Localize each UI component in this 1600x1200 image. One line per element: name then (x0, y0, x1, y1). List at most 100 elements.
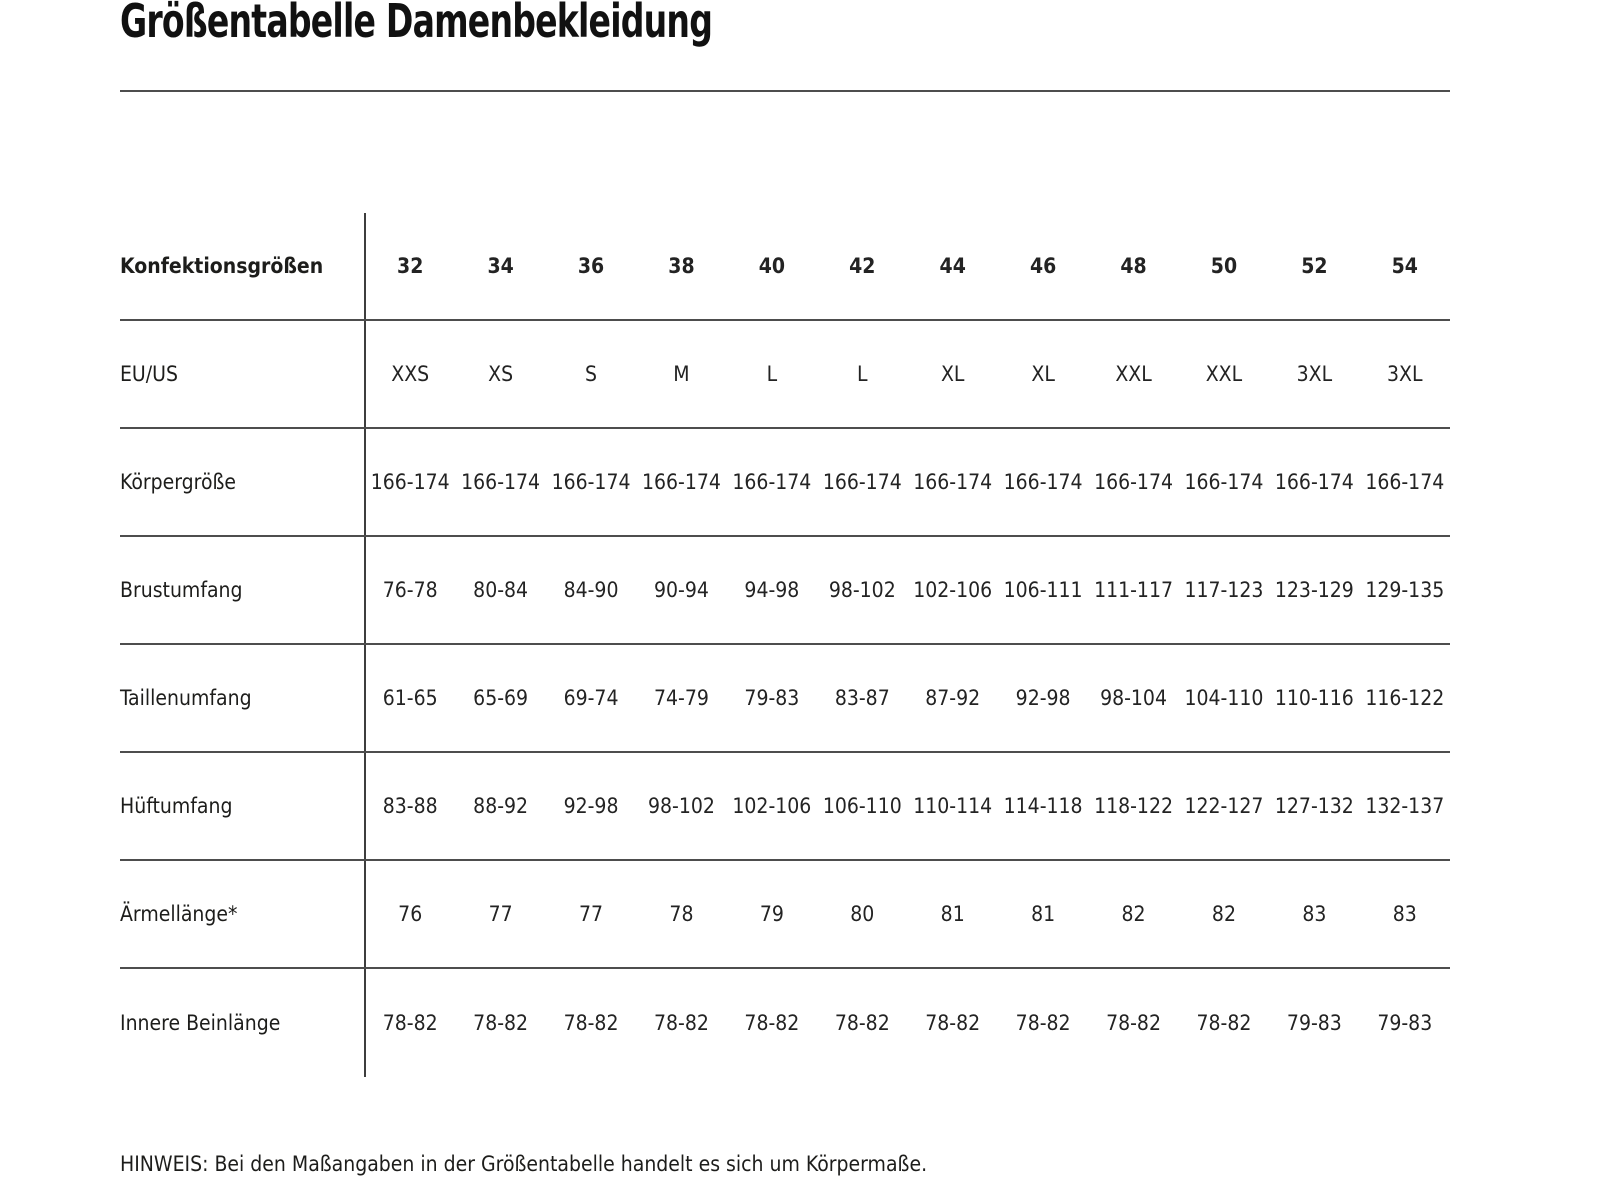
table-cell: 78-82 (1015, 1011, 1071, 1035)
table-cell: 166-174 (641, 470, 721, 494)
table-cell: 166-174 (551, 470, 631, 494)
table-cell: 78-82 (925, 1011, 981, 1035)
table-cell: XXS (391, 362, 430, 386)
table-cell: XL (1031, 362, 1055, 386)
table-cell: 76 (398, 902, 423, 926)
table-cell: 94-98 (744, 578, 800, 602)
table-cell: 166-174 (822, 470, 902, 494)
table-cell: 34 (487, 254, 514, 278)
table-cell: 74-79 (654, 686, 709, 710)
table-cell: 78-82 (1196, 1011, 1252, 1035)
table-cell: 79-83 (744, 686, 800, 710)
table-cell: 32 (397, 254, 424, 278)
table-cell: 166-174 (1274, 470, 1354, 494)
table-cell: 83 (1302, 902, 1327, 926)
table-cell: 77 (579, 902, 604, 926)
table-cell: 44 (939, 254, 966, 278)
table-cell: 166-174 (1365, 470, 1445, 494)
table-cell: 116-122 (1365, 686, 1445, 710)
table-cell: 46 (1029, 254, 1057, 278)
table-cell: 40 (758, 254, 786, 278)
table-cell: 3XL (1387, 362, 1423, 386)
table-cell: 54 (1391, 254, 1418, 278)
table-row-brustumfang: Brustumfang 76-78 80-84 84-90 90-94 94-9… (120, 537, 1450, 645)
table-cell: 166-174 (732, 470, 812, 494)
table-cell: 92-98 (1015, 686, 1071, 710)
table-cell: 52 (1301, 254, 1328, 278)
table-cell: 106-110 (822, 794, 902, 818)
table-cell: L (766, 362, 778, 386)
table-cell: 83 (1392, 902, 1417, 926)
table-cell: 102-106 (732, 794, 812, 818)
table-cell: 78-82 (382, 1011, 438, 1035)
table-cell: 36 (577, 254, 605, 278)
row-label: Taillenumfang (120, 686, 252, 710)
table-cell: 87-92 (925, 686, 981, 710)
table-cell: 88-92 (473, 794, 529, 818)
table-cell: 84-90 (563, 578, 619, 602)
table-cell: 110-116 (1274, 686, 1354, 710)
table-cell: L (857, 362, 868, 386)
table-row-aermellaenge: Ärmellänge* 76 77 77 78 79 80 81 81 82 8… (120, 861, 1450, 969)
row-label: EU/US (120, 362, 178, 386)
table-cell: 166-174 (913, 470, 993, 494)
table-cell: 92-98 (563, 794, 619, 818)
table-cell: 80-84 (473, 578, 529, 602)
table-row-koerpergroesse: Körpergröße 166-174 166-174 166-174 166-… (120, 429, 1450, 537)
table-cell: 98-102 (828, 578, 896, 602)
table-cell: M (673, 362, 690, 386)
table-cell: 110-114 (913, 794, 993, 818)
table-cell: 79-83 (1286, 1011, 1342, 1035)
table-cell: 82 (1121, 902, 1146, 926)
table-cell: XXL (1115, 362, 1152, 386)
table-cell: 83-88 (382, 794, 438, 818)
table-cell: 76-78 (382, 578, 438, 602)
table-cell: 3XL (1296, 362, 1333, 386)
table-cell: 61-65 (382, 686, 438, 710)
table-cell: S (585, 362, 598, 386)
table-cell: 98-104 (1100, 686, 1167, 710)
table-cell: 166-174 (1184, 470, 1264, 494)
table-cell: 166-174 (370, 470, 450, 494)
row-label: Ärmellänge* (120, 902, 238, 926)
table-cell: XXL (1205, 362, 1243, 386)
table-cell: XS (488, 362, 514, 386)
table-cell: XL (940, 362, 965, 386)
table-cell: 83-87 (834, 686, 890, 710)
table-cell: 77 (488, 902, 513, 926)
table-cell: 102-106 (913, 578, 993, 602)
page-title: Größentabelle Damenbekleidung (120, 0, 713, 48)
table-cell: 78-82 (744, 1011, 800, 1035)
table-cell: 38 (668, 254, 695, 278)
table-cell: 65-69 (473, 686, 529, 710)
table-cell: 166-174 (461, 470, 541, 494)
table-cell: 80 (850, 902, 875, 926)
table-row-konfektionsgroessen: Konfektionsgrößen 32 34 36 38 40 42 44 4… (120, 213, 1450, 321)
table-cell: 122-127 (1184, 794, 1264, 818)
title-divider (120, 90, 1450, 92)
row-label: Brustumfang (120, 578, 243, 602)
table-cell: 129-135 (1365, 578, 1445, 602)
row-label: Konfektionsgrößen (120, 254, 324, 278)
table-cell: 78 (669, 902, 694, 926)
row-label: Innere Beinlänge (120, 1011, 281, 1035)
table-row-taillenumfang: Taillenumfang 61-65 65-69 69-74 74-79 79… (120, 645, 1450, 753)
table-cell: 78-82 (563, 1011, 619, 1035)
table-cell: 50 (1210, 254, 1238, 278)
table-cell: 82 (1211, 902, 1236, 926)
table-cell: 132-137 (1365, 794, 1445, 818)
table-cell: 81 (940, 902, 965, 926)
table-row-eu-us: EU/US XXS XS S M L L XL XL XXL XXL 3XL 3… (120, 321, 1450, 429)
label-column-divider (364, 213, 366, 1077)
table-cell: 78-82 (654, 1011, 709, 1035)
table-cell: 111-117 (1094, 578, 1173, 602)
table-cell: 118-122 (1094, 794, 1173, 818)
table-cell: 123-129 (1274, 578, 1354, 602)
table-cell: 78-82 (473, 1011, 529, 1035)
table-cell: 117-123 (1184, 578, 1264, 602)
table-cell: 81 (1031, 902, 1056, 926)
table-cell: 79 (759, 902, 784, 926)
row-label: Hüftumfang (120, 794, 233, 818)
table-cell: 78-82 (834, 1011, 890, 1035)
